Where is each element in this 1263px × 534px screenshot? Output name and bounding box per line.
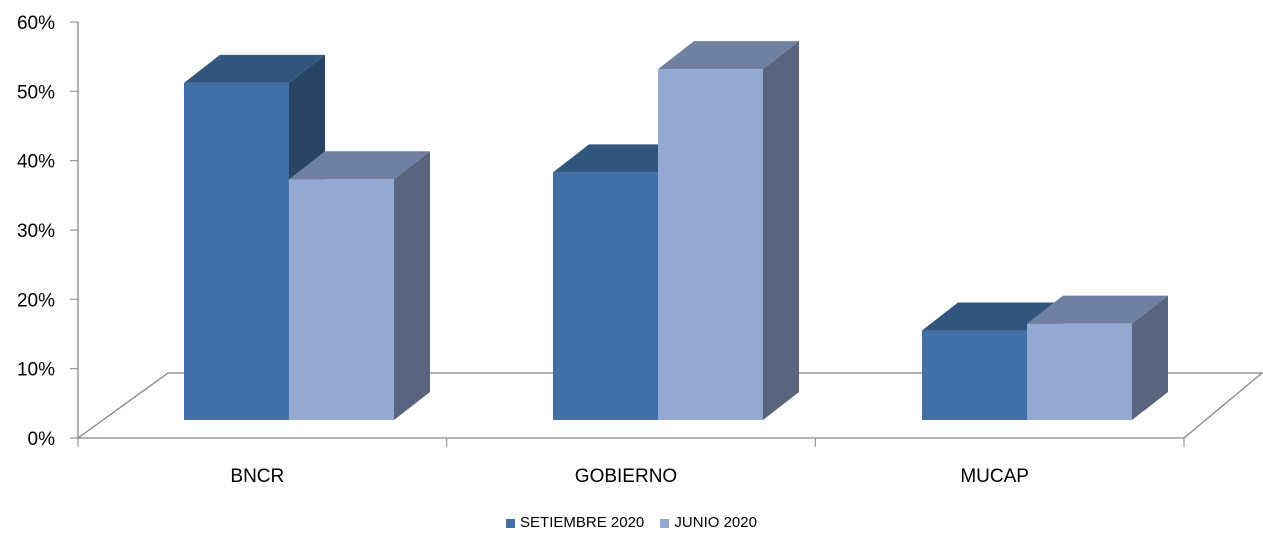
y-tick-label: 10%: [17, 360, 55, 381]
chart-bars: [184, 41, 1168, 421]
x-category-label: MUCAP: [960, 466, 1029, 487]
chart-axes: [70, 21, 1263, 447]
legend-swatch-series-1: [660, 518, 670, 528]
x-category-label: BNCR: [230, 466, 284, 487]
y-tick-label: 60%: [17, 13, 55, 34]
chart-labels: 0% 10% 20% 30% 40% 50% 60% BNCR GOBIERNO MUCAP: [17, 13, 1029, 487]
y-tick-label: 30%: [17, 221, 55, 242]
bar-side-face: [763, 41, 799, 421]
y-tick-label: 20%: [17, 290, 55, 311]
bar-front-face: [553, 172, 658, 420]
bar-mucap-series-1: [1027, 295, 1168, 420]
bar-top-face: [1027, 295, 1168, 324]
legend-swatch-series-0: [506, 518, 516, 528]
bar-side-face: [1132, 295, 1168, 420]
bar-front-face: [922, 330, 1027, 420]
bar-front-face: [184, 82, 289, 420]
bar-front-face: [1027, 323, 1132, 420]
bar-bncr-series-1: [289, 151, 430, 420]
y-tick-label: 40%: [17, 152, 55, 173]
bar-front-face: [658, 69, 763, 421]
legend-item-series-1: JUNIO 2020: [660, 514, 757, 532]
x-category-label: GOBIERNO: [575, 466, 677, 487]
bar-top-face: [289, 151, 430, 180]
y-tick-label: 50%: [17, 82, 55, 103]
bar-side-face: [394, 151, 430, 420]
bar-front-face: [289, 179, 394, 420]
bar-top-face: [658, 41, 799, 70]
bar-gobierno-series-1: [658, 41, 799, 421]
bar-top-face: [184, 54, 325, 83]
y-tick-label: 0%: [28, 429, 56, 450]
legend-item-series-0: SETIEMBRE 2020: [506, 514, 644, 532]
chart-legend: SETIEMBRE 2020 JUNIO 2020: [0, 514, 1263, 533]
legend-label-series-1: JUNIO 2020: [674, 514, 757, 531]
legend-label-series-0: SETIEMBRE 2020: [520, 514, 645, 531]
